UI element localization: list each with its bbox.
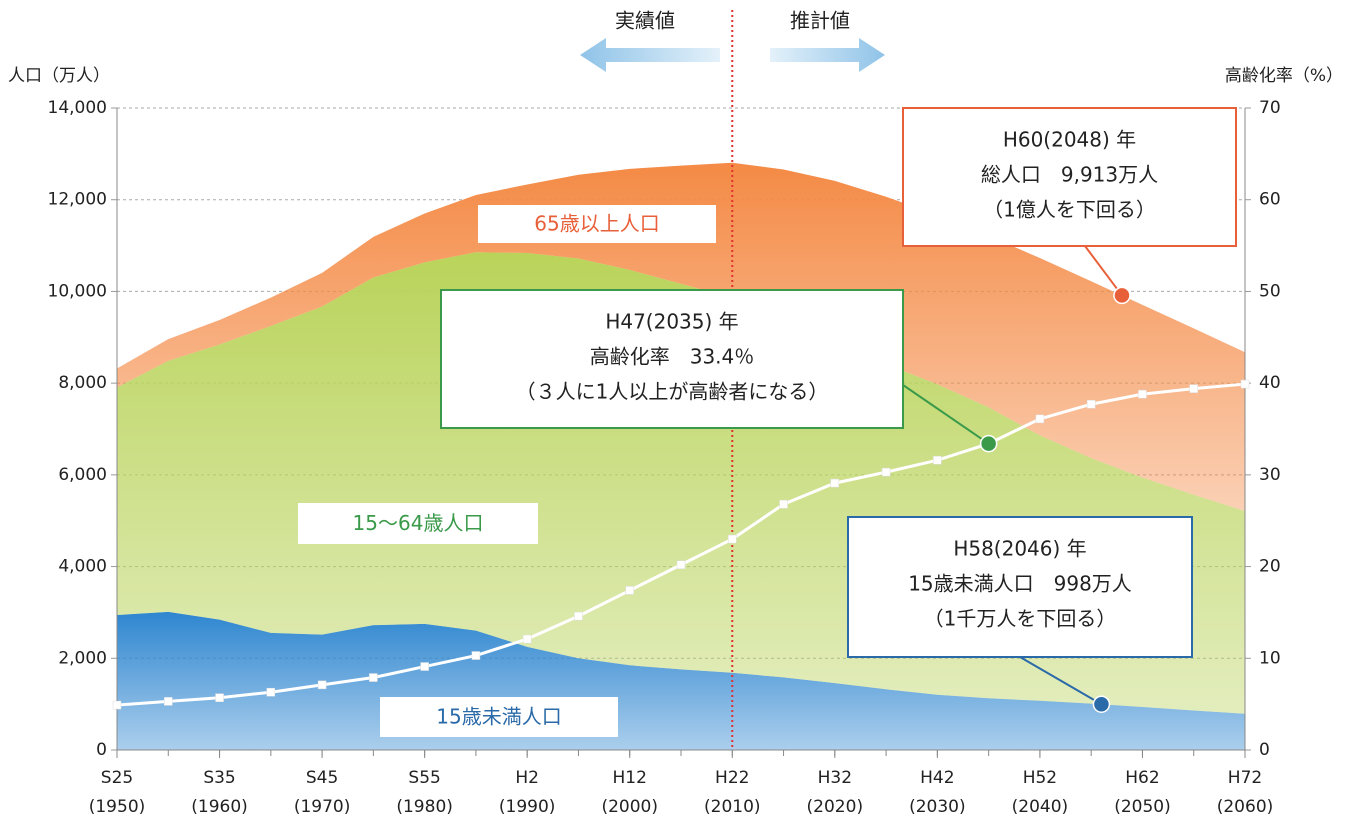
marker <box>317 680 327 690</box>
arrow-left <box>580 38 720 72</box>
x-tick-label: H2 (1990) <box>499 768 556 817</box>
marker <box>574 611 583 621</box>
marker <box>112 700 122 710</box>
x-tick-label: H32 (2020) <box>807 768 864 817</box>
series-label: 65歳以上人口 <box>534 212 659 236</box>
y-tick-label: 12,000 <box>48 190 107 210</box>
annotation-box <box>902 107 1237 247</box>
marker <box>676 560 686 569</box>
marker <box>266 687 276 697</box>
marker <box>471 651 481 660</box>
annotation-text: 高齢化率 33.4％ <box>590 345 755 369</box>
series-label-box <box>478 205 716 243</box>
y-tick-label: 10,000 <box>48 281 107 301</box>
annotation-text: 総人口 9,913万人 <box>981 163 1158 187</box>
y2-tick-label: 50 <box>1259 281 1281 301</box>
y-tick-label: 6,000 <box>58 465 107 485</box>
marker <box>779 499 788 509</box>
y2-tick-label: 0 <box>1259 740 1270 760</box>
divider-right-label: 推計値 <box>790 9 850 33</box>
marker <box>728 534 737 544</box>
marker <box>1240 379 1250 389</box>
divider-left-label: 実績値 <box>615 9 675 33</box>
x-tick-label: H22 (2010) <box>704 768 761 817</box>
series-label: 15歳未満人口 <box>436 705 561 729</box>
marker <box>369 673 378 682</box>
annotation-text: （３人に1人以上が高齢者になる） <box>516 380 829 404</box>
x-tick-label: S55 (1980) <box>396 768 453 817</box>
callout-line <box>1019 656 1102 706</box>
y2-tick-label: 60 <box>1259 190 1281 210</box>
y2-tick-label: 20 <box>1259 557 1281 577</box>
annotation-point <box>979 434 998 453</box>
x-tick-label: H72 (2060) <box>1217 768 1274 817</box>
y-tick-label: 0 <box>96 740 107 760</box>
callout-line <box>1084 245 1123 297</box>
y2-tick-label: 10 <box>1259 648 1281 668</box>
x-tick-label: S25 (1950) <box>89 768 146 817</box>
area <box>117 162 1245 512</box>
marker <box>215 693 224 702</box>
callout-line <box>902 384 990 445</box>
annotation-text: H58(2046) 年 <box>953 537 1086 561</box>
annotation-text: 15歳未満人口 998万人 <box>908 572 1132 596</box>
y-tick-label: 14,000 <box>48 98 107 118</box>
y-axis-label: 人口（万人） <box>8 66 110 86</box>
marker <box>881 467 891 477</box>
annotation-text: H47(2035) 年 <box>605 310 738 334</box>
marker <box>522 634 532 644</box>
y2-tick-label: 40 <box>1259 373 1281 393</box>
annotation-box <box>847 516 1193 658</box>
x-tick-label: H12 (2000) <box>601 768 658 817</box>
annotation-text: H60(2048) 年 <box>1003 128 1136 152</box>
x-tick-label: S35 (1960) <box>191 768 248 817</box>
y2-tick-label: 30 <box>1259 465 1281 485</box>
marker <box>933 455 942 465</box>
y-tick-label: 8,000 <box>58 373 107 393</box>
series-label-box <box>380 697 618 737</box>
series-label: 15〜64歳人口 <box>353 511 484 535</box>
y-tick-label: 2,000 <box>58 648 107 668</box>
annotation-text: （1億人を下回る） <box>983 198 1156 222</box>
marker <box>830 478 840 488</box>
y2-tick-label: 70 <box>1259 98 1281 118</box>
marker <box>1138 389 1147 399</box>
x-tick-label: H52 (2040) <box>1012 768 1069 817</box>
x-tick-label: H62 (2050) <box>1114 768 1171 817</box>
marker <box>164 697 173 706</box>
marker <box>1086 399 1096 409</box>
annotation-text: （1千万人を下回る） <box>924 607 1117 631</box>
annotation-point <box>1113 286 1131 305</box>
arrow-right <box>770 38 885 72</box>
marker <box>1035 414 1045 424</box>
y-tick-label: 4,000 <box>58 557 107 577</box>
series-label-box <box>298 503 538 544</box>
annotation-box <box>440 289 904 429</box>
marker <box>420 662 429 671</box>
annotation-point <box>1092 695 1111 713</box>
marker <box>625 586 634 595</box>
x-tick-label: H42 (2030) <box>909 768 966 817</box>
marker <box>1189 384 1198 393</box>
y2-axis-label: 高齢化率（%） <box>1225 66 1343 86</box>
x-tick-label: S45 (1970) <box>294 768 351 817</box>
